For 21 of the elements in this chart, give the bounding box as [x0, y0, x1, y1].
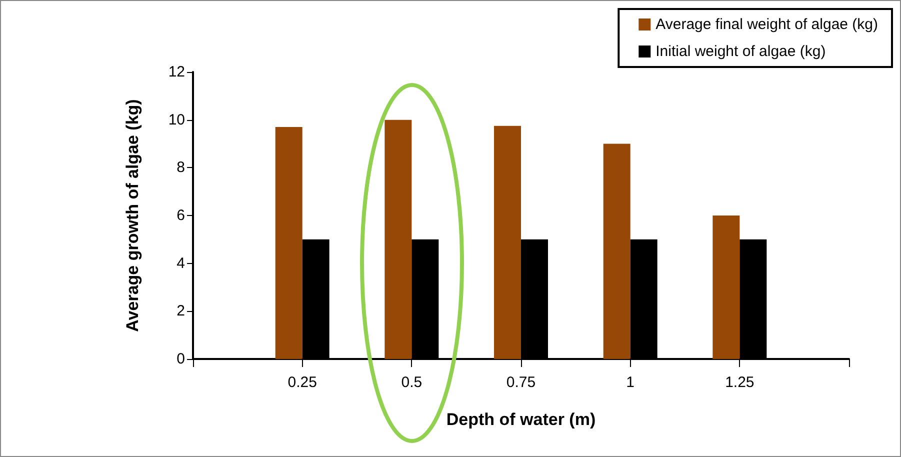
bar: [712, 216, 740, 359]
x-axis-title: Depth of water (m): [446, 410, 596, 429]
y-tick-label: 12: [168, 64, 185, 80]
y-tick-label: 6: [176, 207, 185, 224]
y-tick-label: 2: [176, 302, 185, 320]
x-tick-label: 1.25: [725, 374, 754, 391]
x-tick-label: 0.25: [288, 374, 317, 391]
bar: [494, 126, 521, 359]
bar: [384, 120, 412, 359]
bar: [275, 127, 302, 359]
legend-label: Average final weight of algae (kg): [656, 16, 878, 33]
x-tick-label: 0.5: [401, 374, 422, 391]
bar: [603, 144, 630, 359]
y-tick-label: 8: [176, 159, 185, 176]
legend-label: Initial weight of algae (kg): [656, 43, 826, 60]
y-axis-title: Average growth of algae (kg): [123, 99, 142, 332]
y-tick-label: 0: [176, 350, 185, 368]
y-tick-label: 10: [168, 111, 185, 128]
x-tick-label: 0.75: [506, 374, 536, 391]
x-tick-label: 1: [626, 374, 635, 391]
y-tick-label: 4: [176, 254, 185, 272]
